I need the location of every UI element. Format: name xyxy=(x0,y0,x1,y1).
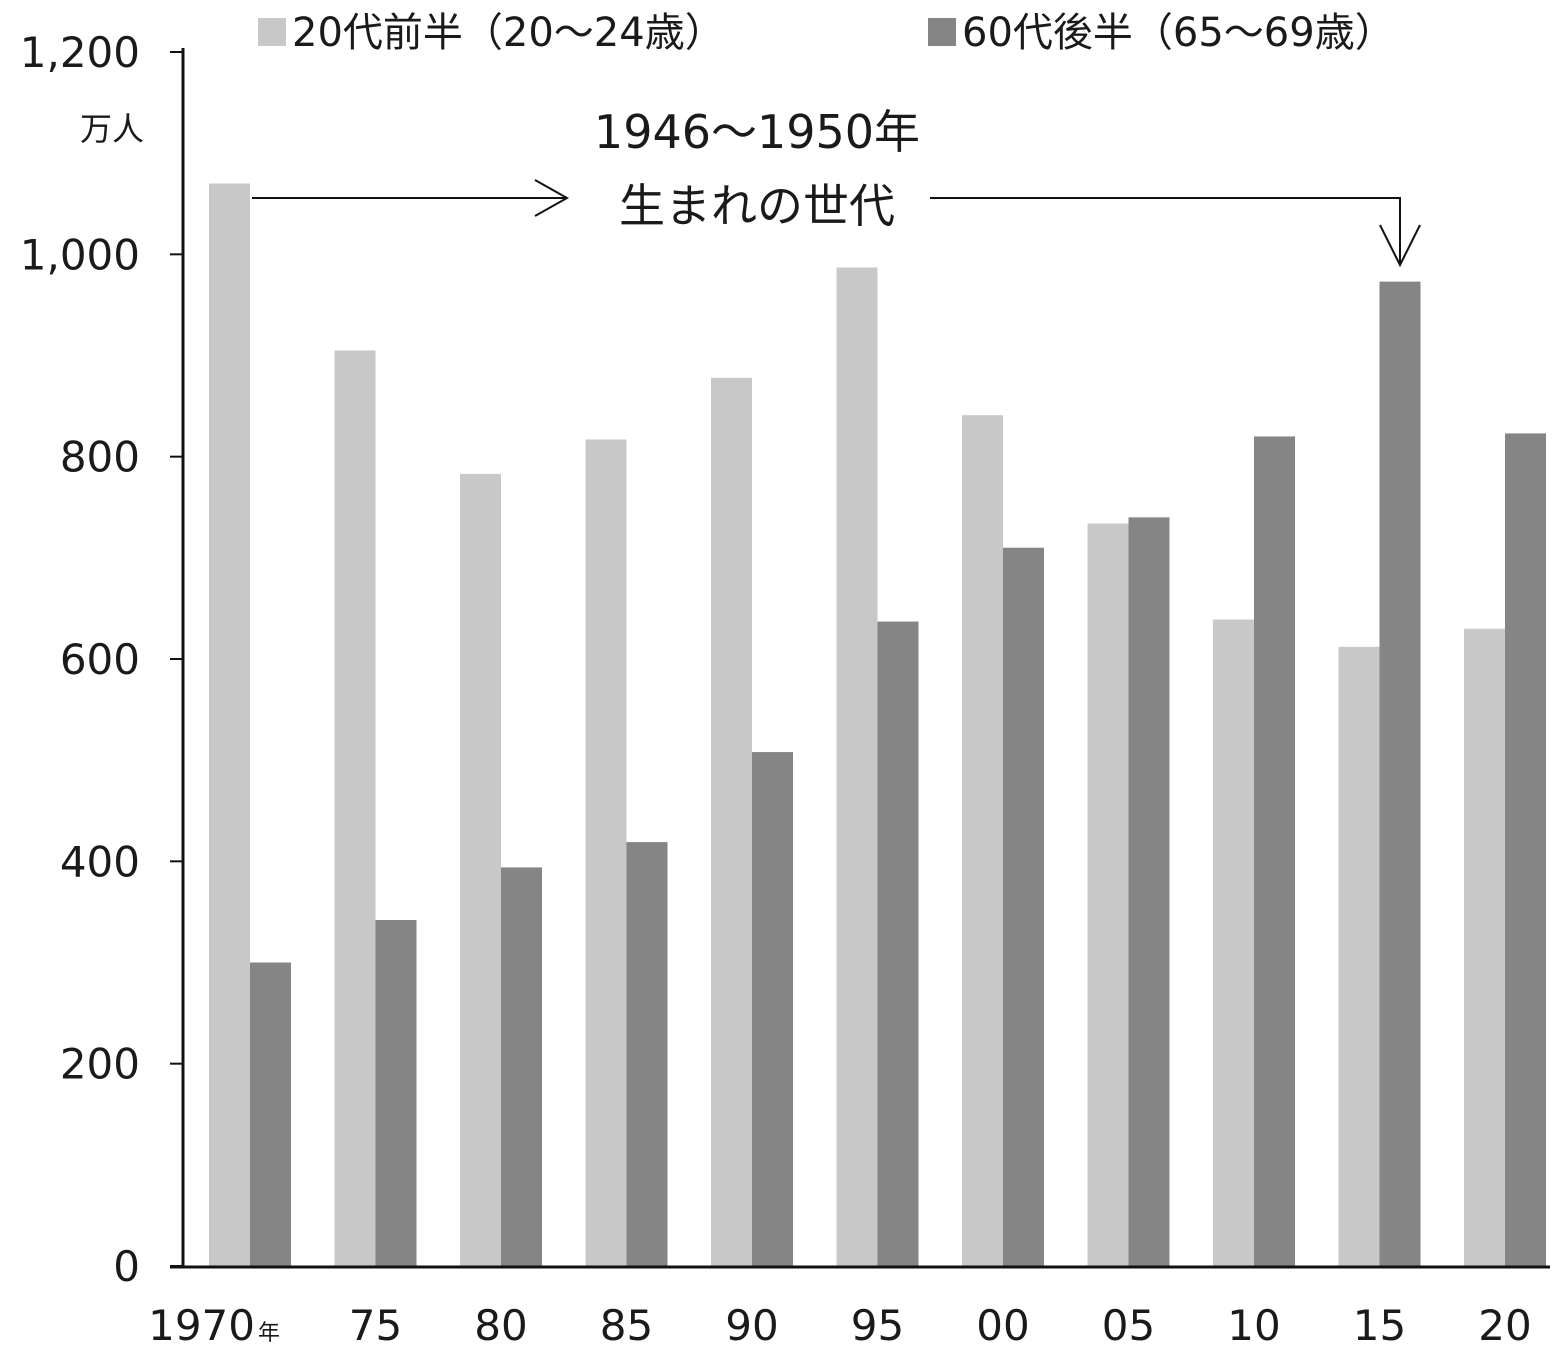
x-tick-label: 80 xyxy=(474,1301,527,1350)
y-tick-label: 1,000 xyxy=(20,230,140,279)
y-tick-label: 800 xyxy=(60,433,140,482)
bar-65-69-05 xyxy=(1128,517,1170,1266)
bar-20-24-1970 xyxy=(209,183,250,1267)
y-tick-label: 400 xyxy=(60,837,140,886)
x-tick-label: 95 xyxy=(851,1301,904,1350)
annotation-arrow-right xyxy=(930,197,1401,265)
x-tick-label: 05 xyxy=(1102,1301,1155,1350)
legend: 20代前半（20～24歳） 60代後半（65～69歳） xyxy=(258,10,1395,56)
y-tick-label: 1,200 xyxy=(20,28,140,77)
bars xyxy=(209,183,1546,1267)
x-tick-label: 10 xyxy=(1227,1301,1280,1350)
bar-20-24-90 xyxy=(711,377,752,1266)
legend-swatch-old xyxy=(928,18,956,46)
bar-65-69-75 xyxy=(375,920,417,1266)
x-ticks: 1970 年 75 80 85 90 95 00 05 10 15 20 xyxy=(148,1301,1532,1350)
bar-20-24-20 xyxy=(1464,628,1505,1266)
bar-20-24-15 xyxy=(1338,646,1380,1266)
x-tick-label: 1970 xyxy=(148,1301,255,1350)
bar-65-69-10 xyxy=(1254,436,1295,1266)
x-tick-label: 15 xyxy=(1353,1301,1406,1350)
bar-65-69-80 xyxy=(501,867,542,1266)
arrowhead-down-icon xyxy=(1379,224,1421,268)
y-tick-label: 0 xyxy=(113,1242,140,1291)
x-tick-label: 20 xyxy=(1478,1301,1531,1350)
bar-65-69-00 xyxy=(1003,547,1044,1266)
bar-20-24-95 xyxy=(836,267,878,1266)
annotation: 1946～1950年 生まれの世代 xyxy=(252,105,1421,268)
y-tick-label: 200 xyxy=(60,1040,140,1089)
bar-65-69-20 xyxy=(1505,433,1546,1267)
y-ticks: 0 200 400 600 800 1,000 1,200 xyxy=(20,28,183,1291)
bar-65-69-15 xyxy=(1379,281,1421,1267)
bar-20-24-00 xyxy=(962,415,1003,1266)
bar-65-69-85 xyxy=(626,842,668,1266)
bar-20-24-85 xyxy=(585,439,627,1266)
x-unit-label: 年 xyxy=(258,1321,280,1346)
bar-20-24-10 xyxy=(1213,619,1254,1266)
legend-label-old: 60代後半（65～69歳） xyxy=(962,10,1395,56)
annotation-line1: 1946～1950年 xyxy=(594,105,920,159)
legend-label-young: 20代前半（20～24歳） xyxy=(292,10,725,56)
x-tick-label: 85 xyxy=(600,1301,653,1350)
bar-20-24-80 xyxy=(460,473,501,1266)
bar-20-24-75 xyxy=(334,350,376,1267)
x-tick-label: 75 xyxy=(349,1301,402,1350)
y-unit-label: 万人 xyxy=(80,110,144,148)
legend-swatch-young xyxy=(258,18,286,46)
bar-20-24-05 xyxy=(1087,523,1129,1266)
bar-65-69-90 xyxy=(752,752,793,1266)
bar-65-69-1970 xyxy=(250,962,291,1266)
x-tick-label: 00 xyxy=(976,1301,1029,1350)
bar-65-69-95 xyxy=(877,621,919,1266)
annotation-line2: 生まれの世代 xyxy=(619,179,895,233)
y-tick-label: 600 xyxy=(60,635,140,684)
x-tick-label: 90 xyxy=(725,1301,778,1350)
arrowhead-right-icon xyxy=(534,179,570,217)
